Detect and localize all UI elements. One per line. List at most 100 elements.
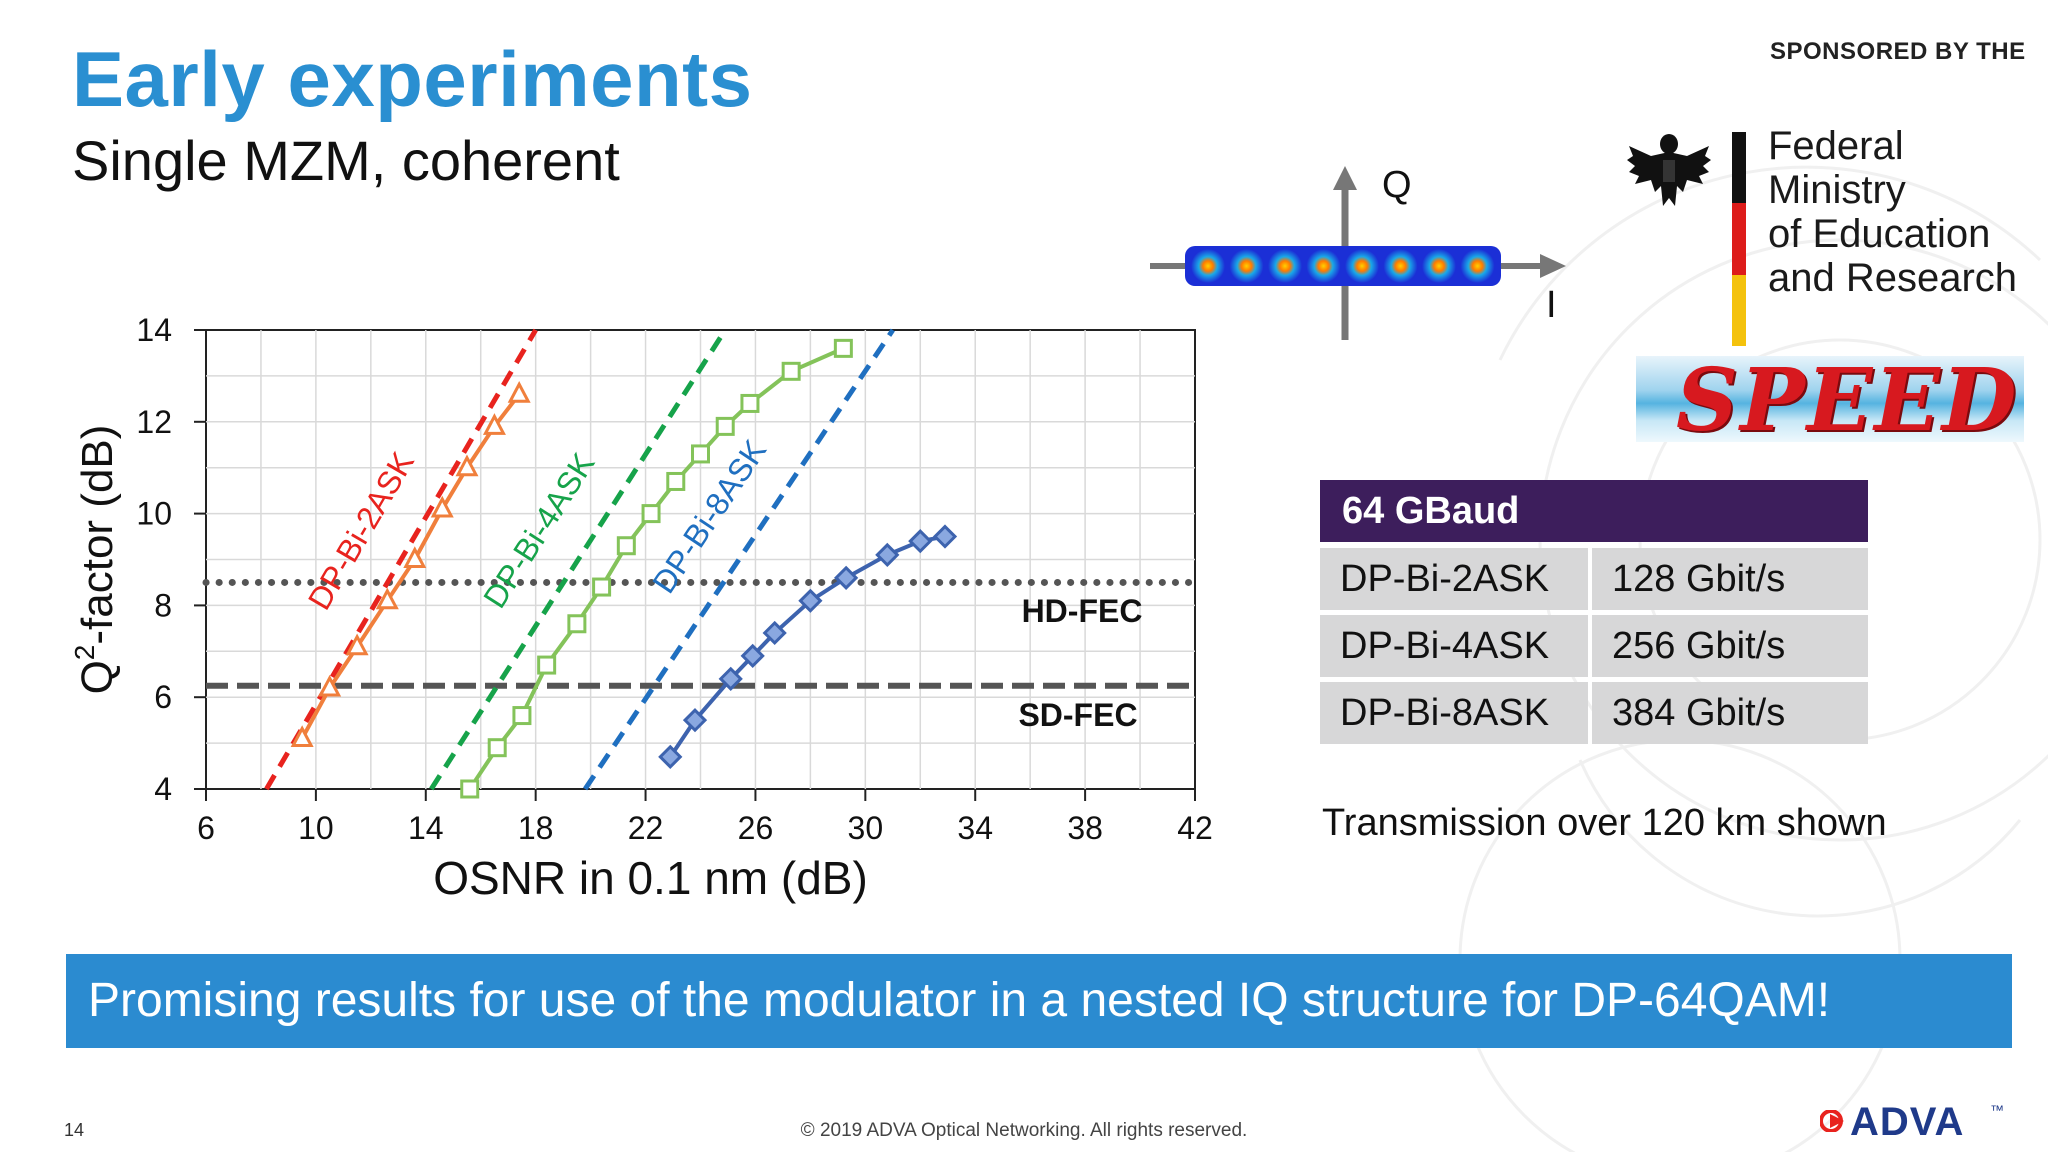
constellation-point — [1383, 249, 1418, 283]
data-point-triangle — [430, 495, 454, 518]
x-tick-label: 42 — [1177, 810, 1213, 846]
series-line — [668, 534, 946, 758]
theory-line — [583, 328, 895, 791]
table-cell-rate: 384 Gbit/s — [1592, 682, 1868, 744]
page-number: 14 — [64, 1120, 85, 1140]
rate-table: 64 GBaud DP-Bi-2ASK 128 Gbit/s DP-Bi-4AS… — [1320, 480, 1868, 749]
y-tick-label: 14 — [136, 312, 172, 348]
y-tick-label: 12 — [136, 404, 172, 440]
speed-logo-text: SPEED — [1676, 356, 2019, 442]
slide-title: Early experiments — [72, 35, 753, 123]
table-cell-rate: 128 Gbit/s — [1592, 548, 1868, 610]
data-point-diamond — [682, 708, 708, 733]
constellation-point — [1191, 249, 1225, 283]
data-point-diamond — [762, 620, 787, 646]
y-tick-label: 10 — [136, 496, 172, 532]
data-point-diamond — [718, 666, 743, 691]
constellation-point — [1422, 249, 1456, 283]
fec-label: HD-FEC — [1022, 593, 1143, 629]
data-point-triangle — [455, 454, 479, 477]
data-point-triangle — [345, 633, 369, 656]
speed-logo: SPEED — [1636, 356, 2024, 442]
data-point-diamond — [833, 565, 859, 590]
data-point-square — [537, 655, 557, 675]
data-point-square — [691, 444, 710, 464]
x-tick-label: 30 — [848, 810, 884, 846]
constellation-points — [1191, 249, 1495, 283]
data-point-square — [616, 536, 636, 556]
data-point-square — [833, 338, 853, 358]
data-point-diamond — [875, 542, 900, 568]
data-point-triangle — [403, 546, 427, 568]
data-point-diamond — [740, 643, 765, 669]
data-point-square — [512, 706, 532, 726]
x-tick-label: 18 — [518, 810, 554, 846]
y-axis-label-sup: 2 — [69, 645, 100, 661]
data-point-square — [641, 504, 661, 524]
y-tick-label: 6 — [154, 679, 172, 715]
x-tick-label: 14 — [408, 810, 444, 846]
data-point-square — [740, 393, 760, 413]
data-point-square — [715, 416, 735, 436]
constellation-point — [1268, 249, 1302, 283]
theory-line — [429, 328, 728, 791]
x-axis-label: OSNR in 0.1 nm (dB) — [433, 852, 868, 904]
theory-line — [264, 328, 538, 791]
data-point-diamond — [932, 524, 958, 549]
q-axis-label: Q — [1382, 164, 1412, 206]
x-tick-label: 26 — [738, 810, 774, 846]
data-point-square — [460, 779, 480, 799]
ministry-name: Federal Ministry of Education and Resear… — [1768, 124, 2048, 300]
y-tick-label: 8 — [154, 587, 172, 623]
constellation-point — [1229, 249, 1264, 283]
data-point-square — [592, 577, 612, 597]
slide-subtitle: Single MZM, coherent — [72, 129, 620, 192]
data-point-triangle — [507, 381, 531, 403]
data-point-square — [666, 471, 686, 491]
constellation-diagram — [1150, 166, 1566, 340]
federal-eagle-icon — [1627, 134, 1711, 206]
y-axis-label-main: Q — [73, 660, 122, 694]
ministry-line: and Research — [1768, 256, 2018, 300]
copyright-footer: © 2019 ADVA Optical Networking. All righ… — [800, 1120, 1248, 1141]
x-tick-label: 6 — [197, 810, 215, 846]
constellation-point — [1460, 249, 1495, 283]
conclusion-banner: Promising results for use of the modulat… — [66, 954, 2012, 1048]
table-cell-rate: 256 Gbit/s — [1592, 615, 1868, 677]
table-cell-format: DP-Bi-2ASK — [1320, 548, 1588, 610]
data-point-diamond — [908, 529, 933, 554]
table-row: DP-Bi-8ASK 384 Gbit/s — [1320, 682, 1868, 744]
x-tick-label: 10 — [298, 810, 334, 846]
i-axis-label: I — [1546, 284, 1557, 326]
q-axis-arrow-icon — [1333, 166, 1357, 190]
data-point-square — [567, 614, 587, 634]
data-point-square — [487, 738, 507, 758]
y-axis-label: Q2-factor (dB) — [69, 425, 122, 695]
adva-logo-text: ADVA — [1850, 1100, 1965, 1144]
fec-label: SD-FEC — [1018, 697, 1137, 733]
i-axis-arrow-icon — [1540, 254, 1566, 278]
x-tick-label: 38 — [1067, 810, 1103, 846]
adva-logo-mark-icon — [1820, 1110, 1844, 1132]
table-row: DP-Bi-2ASK 128 Gbit/s — [1320, 548, 1868, 610]
data-point-triangle — [375, 587, 399, 610]
x-tick-label: 22 — [628, 810, 664, 846]
constellation-cloud — [1185, 246, 1501, 286]
data-point-triangle — [482, 413, 506, 435]
table-header: 64 GBaud — [1320, 480, 1868, 542]
table-cell-format: DP-Bi-8ASK — [1320, 682, 1588, 744]
sponsor-label: SPONSORED BY THE — [1770, 38, 2026, 65]
german-flag-bar — [1732, 132, 1746, 346]
data-point-triangle — [318, 674, 342, 697]
transmission-note: Transmission over 120 km shown — [1322, 802, 1887, 844]
data-point-diamond — [658, 744, 683, 769]
table-cell-format: DP-Bi-4ASK — [1320, 615, 1588, 677]
table-row: DP-Bi-4ASK 256 Gbit/s — [1320, 615, 1868, 677]
y-tick-label: 4 — [154, 771, 172, 807]
y-axis-label-rest: -factor (dB) — [73, 425, 122, 645]
constellation-point — [1345, 249, 1379, 283]
adva-trademark: ™ — [1990, 1102, 2004, 1118]
data-point-triangle — [290, 725, 314, 748]
data-point-square — [781, 361, 801, 381]
